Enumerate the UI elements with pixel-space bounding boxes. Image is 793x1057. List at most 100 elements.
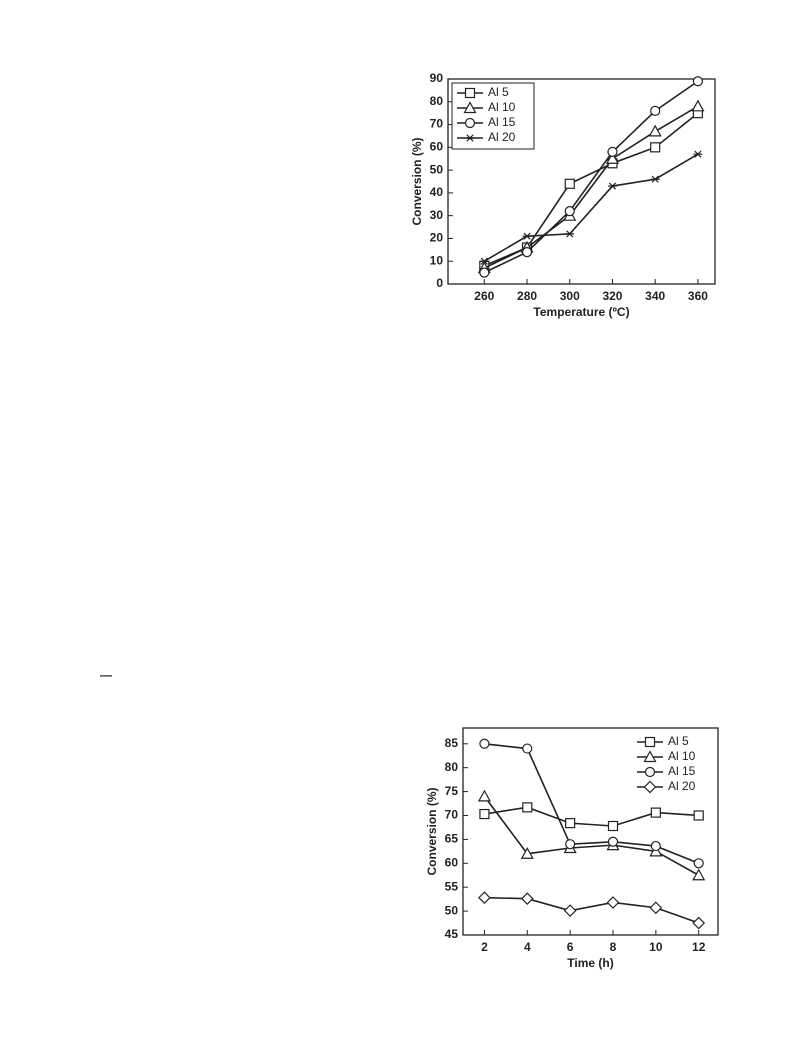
y-tick-label: 70 — [430, 117, 444, 131]
legend-label: Al 10 — [668, 749, 696, 763]
y-tick-label: 60 — [430, 140, 444, 154]
plot-frame — [462, 727, 719, 936]
legend-marker — [643, 780, 657, 794]
y-tick-label: 60 — [445, 855, 459, 869]
marker — [479, 267, 490, 278]
marker — [478, 891, 491, 905]
y-axis-label: Conversion (%) — [410, 137, 424, 225]
x-tick-label: 12 — [692, 940, 706, 954]
legend-marker — [643, 750, 657, 763]
marker — [565, 839, 576, 850]
marker — [692, 76, 704, 87]
marker — [522, 802, 533, 813]
x-tick-label: 260 — [474, 289, 494, 303]
y-tick-label: 50 — [445, 903, 459, 917]
y-tick-label: 50 — [430, 162, 444, 176]
legend-marker — [464, 117, 476, 129]
legend-label: Al 20 — [488, 130, 516, 144]
y-tick-label: 45 — [445, 927, 459, 941]
x-tick-label: 2 — [481, 940, 488, 954]
marker — [607, 836, 619, 847]
y-tick-label: 40 — [430, 185, 444, 199]
x-tick-label: 8 — [610, 940, 617, 954]
series-line — [484, 806, 699, 827]
stray-mark: — — [100, 668, 112, 682]
legend-marker — [644, 766, 656, 778]
marker — [649, 901, 663, 915]
y-tick-label: 10 — [430, 253, 444, 267]
legend-label: Al 15 — [488, 115, 516, 129]
y-tick-label: 30 — [430, 208, 444, 222]
marker — [565, 230, 575, 238]
marker — [693, 858, 704, 869]
legend-marker — [464, 87, 476, 99]
marker — [692, 868, 706, 881]
marker — [650, 142, 661, 153]
y-tick-label: 20 — [430, 231, 444, 245]
marker — [648, 124, 662, 137]
marker — [607, 820, 619, 832]
marker — [650, 840, 661, 852]
marker — [607, 182, 617, 190]
marker — [565, 818, 576, 829]
x-tick-label: 280 — [517, 289, 537, 303]
marker — [477, 789, 491, 802]
y-tick-label: 0 — [436, 276, 443, 290]
y-tick-label: 70 — [445, 808, 459, 822]
marker — [693, 810, 704, 821]
y-tick-label: 65 — [445, 832, 459, 846]
marker — [522, 232, 532, 240]
marker — [520, 846, 534, 859]
marker — [564, 206, 575, 217]
marker — [563, 904, 577, 917]
marker — [606, 896, 620, 909]
series-line — [483, 105, 699, 269]
legend-marker — [644, 736, 656, 748]
y-tick-label: 85 — [445, 736, 459, 750]
series-line — [484, 896, 699, 924]
series-line — [483, 795, 700, 876]
marker — [479, 257, 489, 265]
legend-label: Al 10 — [488, 100, 516, 114]
legend-marker — [463, 101, 477, 114]
x-tick-label: 4 — [524, 940, 531, 954]
marker — [693, 150, 703, 158]
marker — [607, 146, 618, 157]
x-axis-label: Temperature (ºC) — [533, 305, 629, 319]
marker — [479, 808, 490, 820]
y-tick-label: 75 — [445, 784, 459, 798]
legend-label: Al 20 — [668, 779, 696, 793]
x-axis-label: Time (h) — [567, 956, 613, 970]
marker — [650, 175, 660, 183]
marker — [650, 807, 661, 818]
marker — [650, 105, 661, 116]
marker — [692, 916, 706, 930]
series-line — [483, 153, 699, 262]
x-tick-label: 10 — [649, 940, 663, 954]
x-tick-label: 6 — [567, 940, 574, 954]
marker — [520, 892, 534, 906]
series-line — [484, 742, 700, 865]
y-tick-label: 55 — [445, 879, 459, 893]
marker — [605, 151, 619, 164]
marker — [479, 738, 490, 749]
x-tick-label: 360 — [688, 289, 708, 303]
x-tick-label: 320 — [602, 289, 622, 303]
x-tick-label: 340 — [645, 289, 665, 303]
marker — [564, 178, 575, 189]
marker — [691, 99, 705, 112]
y-axis-label: Conversion (%) — [425, 787, 439, 875]
legend-label: Al 15 — [668, 764, 696, 778]
marker — [522, 743, 533, 754]
y-tick-label: 90 — [430, 71, 444, 85]
y-tick-label: 80 — [430, 94, 444, 108]
plot-frame — [447, 78, 716, 285]
y-tick-label: 80 — [445, 760, 459, 774]
series-line — [483, 80, 699, 274]
marker — [521, 247, 533, 258]
x-tick-label: 300 — [560, 289, 580, 303]
legend-label: Al 5 — [488, 85, 509, 99]
legend-marker — [465, 134, 475, 142]
legend-label: Al 5 — [668, 734, 689, 748]
